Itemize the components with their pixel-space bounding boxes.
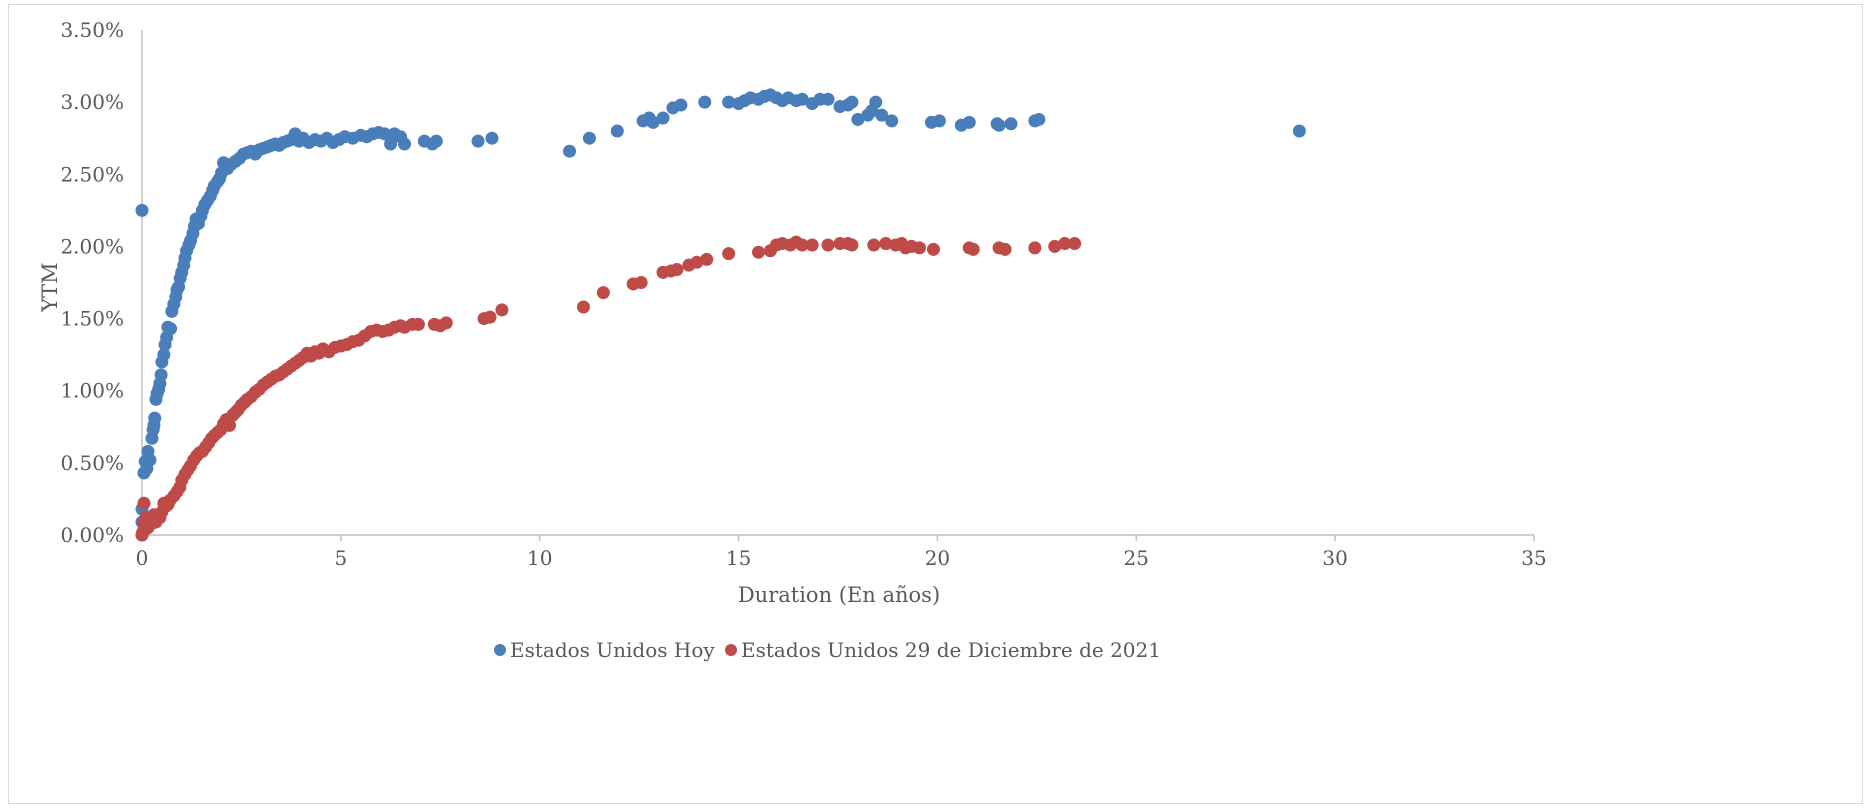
legend-marker-hoy: [494, 644, 506, 656]
y-tick-label: 0.00%: [60, 523, 124, 547]
data-point: [495, 303, 509, 317]
data-point: [751, 245, 765, 259]
data-point: [998, 242, 1012, 256]
data-point: [851, 112, 865, 126]
y-tick-label: 3.00%: [60, 90, 124, 114]
data-point: [1004, 117, 1018, 131]
data-point: [674, 98, 688, 112]
data-point: [879, 237, 893, 251]
data-point: [700, 252, 714, 266]
data-point: [646, 115, 660, 129]
data-point: [471, 134, 485, 148]
data-point: [439, 316, 453, 330]
data-point: [845, 238, 859, 252]
data-point: [154, 368, 168, 382]
data-point: [610, 124, 624, 138]
x-tick-labels: 0 5 10 15 20 25 30 35: [136, 535, 1547, 570]
x-tick-label: 10: [527, 546, 552, 570]
data-point: [932, 114, 946, 128]
data-point: [634, 276, 648, 289]
data-point: [1068, 237, 1082, 251]
data-point: [867, 238, 881, 252]
legend-label-hoy: Estados Unidos Hoy: [510, 638, 715, 662]
data-point: [795, 92, 809, 106]
data-point: [397, 137, 411, 151]
x-tick-label: 5: [334, 546, 347, 570]
legend-item-2021: Estados Unidos 29 de Diciembre de 2021: [725, 638, 1161, 662]
data-point: [596, 286, 610, 300]
y-tick-label: 2.00%: [60, 234, 124, 258]
data-point: [143, 453, 157, 467]
legend-marker-2021: [725, 644, 737, 656]
x-tick-label: 30: [1322, 546, 1347, 570]
data-point: [1048, 239, 1062, 253]
data-point: [926, 242, 940, 256]
data-points: [135, 88, 1306, 542]
series-1: [135, 235, 1082, 542]
data-point: [966, 242, 980, 256]
data-point: [582, 131, 596, 145]
data-point: [576, 300, 590, 314]
data-point: [885, 114, 899, 128]
data-point: [1058, 237, 1072, 251]
y-axis-label: YTM: [38, 262, 62, 312]
data-point: [875, 108, 889, 122]
data-point: [384, 137, 398, 151]
data-point: [722, 247, 736, 261]
data-point: [698, 95, 712, 109]
data-point: [483, 310, 497, 324]
data-point: [157, 348, 171, 362]
legend-item-hoy: Estados Unidos Hoy: [494, 638, 715, 662]
chart-area: 0.00% 0.50% 1.00% 1.50% 2.00% 2.50% 3.00% 3.50%…: [8, 4, 1863, 804]
y-tick-label: 0.50%: [60, 451, 124, 475]
series-0: [135, 88, 1306, 542]
data-point: [137, 496, 151, 510]
data-point: [722, 95, 736, 109]
data-point: [485, 131, 499, 145]
data-point: [795, 238, 809, 252]
y-tick-label: 1.00%: [60, 379, 124, 403]
data-point: [821, 238, 835, 252]
y-tick-label: 3.50%: [60, 18, 124, 42]
data-point: [992, 118, 1006, 132]
data-point: [913, 241, 927, 255]
data-point: [1028, 241, 1042, 255]
data-point: [869, 95, 883, 109]
legend-label-2021: Estados Unidos 29 de Diciembre de 2021: [741, 638, 1161, 662]
data-point: [962, 115, 976, 129]
data-point: [222, 418, 236, 432]
data-point: [1032, 112, 1046, 126]
x-axis-label: Duration (En años): [738, 583, 940, 607]
x-tick-label: 20: [925, 546, 950, 570]
data-point: [670, 263, 684, 277]
data-point: [690, 255, 704, 269]
data-point: [164, 322, 178, 336]
data-point: [135, 203, 149, 217]
data-point: [1292, 124, 1306, 138]
data-point: [821, 92, 835, 106]
x-tick-label: 25: [1124, 546, 1149, 570]
scatter-chart: 0.00% 0.50% 1.00% 1.50% 2.00% 2.50% 3.00% 3.50%…: [38, 18, 1547, 662]
x-tick-label: 0: [136, 546, 149, 570]
data-point: [411, 317, 425, 331]
data-point: [148, 411, 162, 425]
data-point: [805, 238, 819, 252]
data-point: [845, 95, 859, 109]
data-point: [656, 111, 670, 125]
y-tick-labels: 0.00% 0.50% 1.00% 1.50% 2.00% 2.50% 3.00% 3.50%: [60, 18, 124, 547]
y-tick-label: 2.50%: [60, 162, 124, 186]
data-point: [378, 127, 392, 141]
y-tick-label: 1.50%: [60, 307, 124, 331]
x-tick-label: 35: [1521, 546, 1546, 570]
x-tick-label: 15: [726, 546, 751, 570]
data-point: [563, 144, 577, 158]
data-point: [429, 134, 443, 148]
legend: Estados Unidos Hoy Estados Unidos 29 de …: [494, 638, 1161, 662]
